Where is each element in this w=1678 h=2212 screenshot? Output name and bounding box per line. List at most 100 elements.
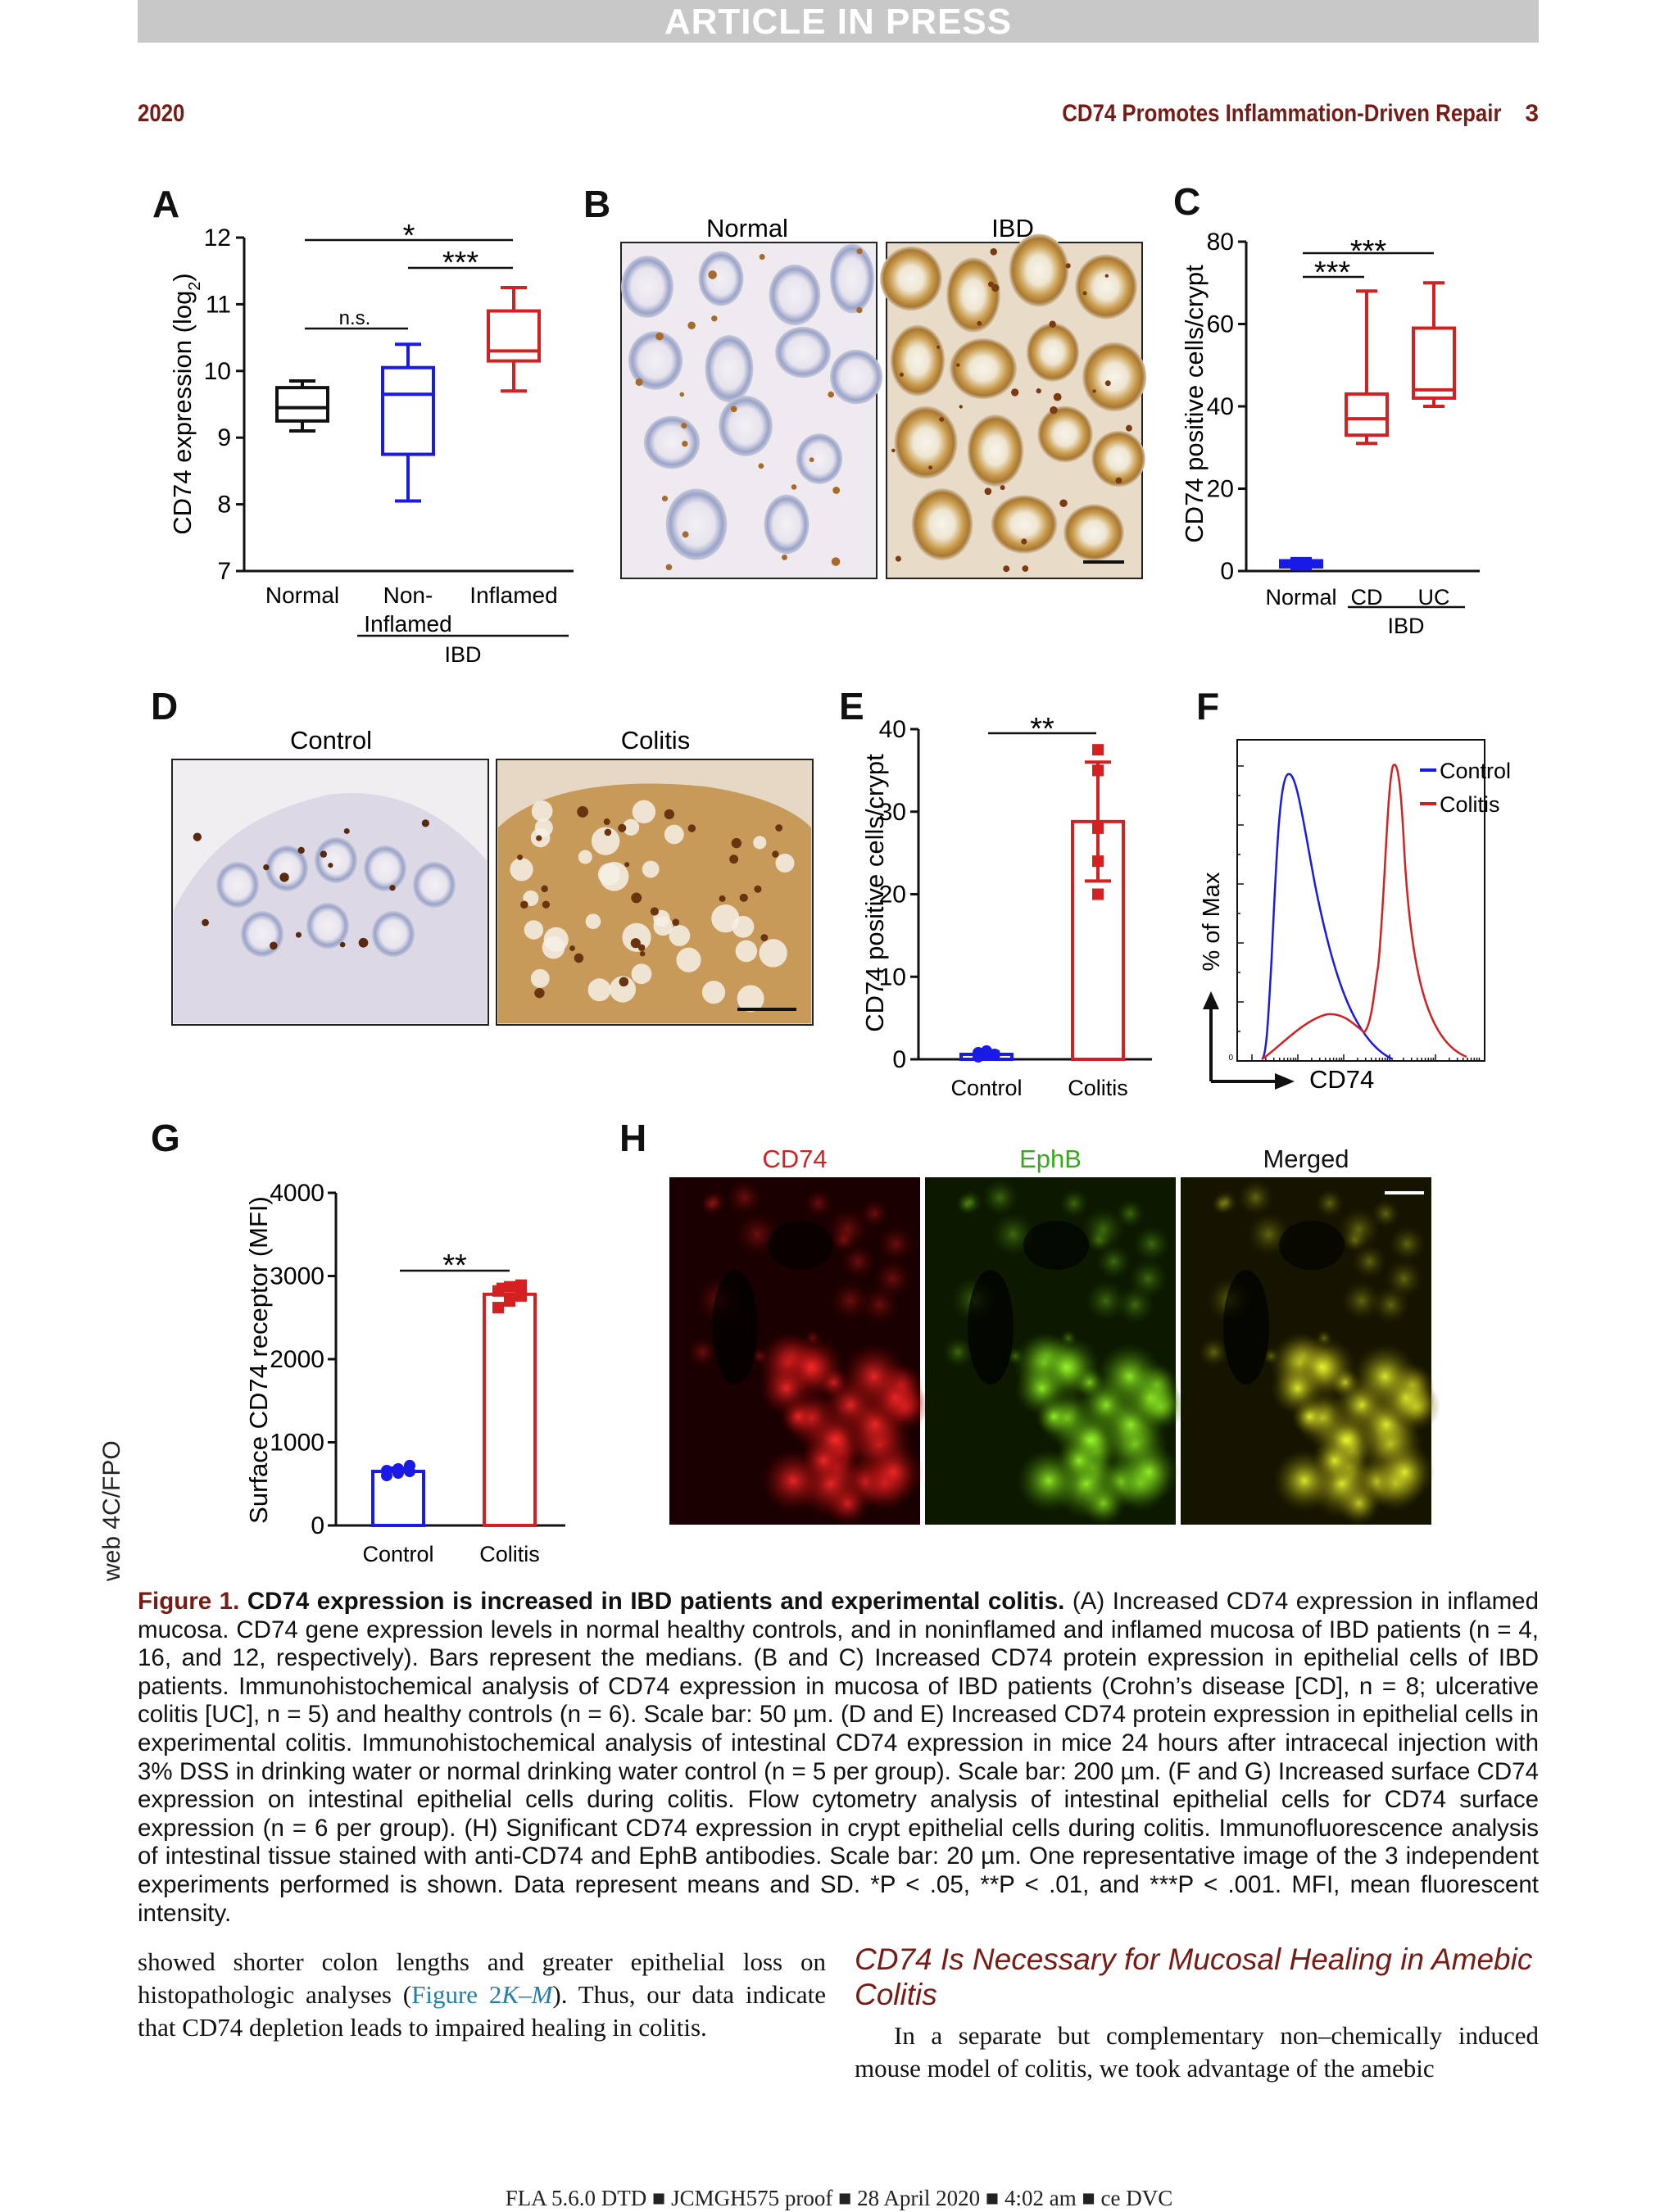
panel-a-sig-2: *** (442, 246, 479, 280)
panel-h-background-signal (1236, 1178, 1275, 1217)
panel-b-ibd-stain-dot (984, 487, 992, 496)
panel-d-control-stain-dot (320, 850, 328, 858)
panel-f-y-label: % of Max (1199, 872, 1225, 971)
panel-f-y-arrow-head (1203, 991, 1219, 1009)
panel-h-signal-blob (800, 1437, 846, 1484)
panel-b-normal-crypt (796, 433, 843, 484)
panel-b-ibd-stain-dot (928, 465, 933, 470)
panel-b-ibd-crypt (911, 488, 973, 560)
panel-h-background-signal (958, 1190, 983, 1215)
panel-h-background-signal (768, 1331, 816, 1380)
panel-d-colitis-goblet-cell (530, 968, 550, 988)
figure-2-link[interactable]: Figure 2K–M (411, 1980, 552, 2009)
panel-f-curve-control (1261, 773, 1394, 1061)
panel-b-ibd-stain-dot (1082, 291, 1087, 296)
panel-e-y-tick-label: 30 (879, 799, 906, 826)
panel-h-immunofluorescence: CD74 EphB Merged (669, 1145, 1441, 1525)
panel-d-control-crypt (216, 862, 259, 908)
panel-b-normal-stain-dot (758, 463, 764, 469)
panel-h-background-signal (1388, 1225, 1426, 1263)
panel-b-normal-stain-dot (682, 531, 689, 538)
panel-e-y-label: CD74 positive cells/crypt (860, 754, 889, 1032)
panel-h-cd74-image (669, 1177, 930, 1525)
panel-e-point (1092, 888, 1104, 900)
panel-b-normal-crypt (643, 415, 701, 469)
caption-body: (A) Increased CD74 expression in inflame… (138, 1588, 1539, 1927)
panel-g-sig: ** (442, 1249, 467, 1283)
panel-f-x-label: CD74 (1309, 1065, 1374, 1094)
panel-a-y-label: CD74 expression (log2) (168, 273, 204, 535)
panel-h-background-signal (1059, 1329, 1077, 1347)
panel-d-colitis-goblet-cell (759, 939, 787, 968)
panel-b-normal-stain-dot (791, 484, 797, 490)
panel-f-legend-control: Control (1440, 759, 1511, 783)
panel-b-ibd-stain-dot (1125, 424, 1132, 432)
panel-h-lumen (1023, 1221, 1089, 1270)
panel-h-background-signal (981, 1178, 1019, 1217)
panel-c-x-label: UC (1418, 585, 1450, 610)
panel-a-y-tick-label: 7 (217, 558, 231, 585)
panel-b-ibd-stain-dot (891, 448, 896, 453)
panel-h-background-signal (1127, 1258, 1169, 1299)
panel-b-ibd-stain-dot (991, 283, 1000, 292)
panel-c-sig-1: *** (1350, 234, 1387, 269)
panel-c-y-tick-label: 80 (1207, 229, 1234, 256)
panel-e-point (981, 1045, 992, 1057)
panel-f-chart: 0 Control Colitis CD74 % of Max (1199, 739, 1511, 1094)
panel-b-ibd-stain-dot (1003, 565, 1010, 573)
panel-e-x-label: Colitis (1068, 1076, 1128, 1100)
panel-a-box (381, 365, 435, 456)
panel-b-ibd-stain-dot (959, 405, 963, 409)
panel-d-colitis-stain-dot (603, 818, 610, 826)
panel-a-box (487, 309, 541, 363)
panel-d-colitis-stain-dot (631, 892, 642, 904)
panel-e-point (1092, 764, 1104, 777)
panel-d-control-stain-dot (202, 918, 209, 927)
body-left-text-1: showed shorter colon lengths and greater… (138, 1947, 826, 2009)
panel-a-box (275, 386, 329, 423)
panel-b-normal-crypt (705, 335, 754, 402)
panel-b-ibd-crypt (950, 338, 1017, 400)
panel-d-colitis-stain-dot (664, 809, 674, 819)
panel-b-normal-stain-dot (759, 254, 765, 260)
panel-d-colitis-goblet-cell (676, 947, 701, 972)
page-number: 3 (1525, 100, 1539, 127)
panel-b-ibd-crypt (1063, 504, 1124, 561)
panel-e-y-tick-label: 10 (879, 963, 906, 990)
panel-d-colitis-stain-dot (574, 953, 584, 963)
panel-d-control-stain-dot (339, 941, 346, 948)
panel-h-lumen (1223, 1270, 1269, 1385)
panel-h-background-signal (1198, 1336, 1230, 1368)
panel-d-colitis-goblet-cell (711, 904, 740, 933)
panel-h-signal-blob (1118, 1441, 1180, 1503)
panel-d-control-crypt (364, 845, 406, 891)
panel-b-ibd-stain-dot (1059, 499, 1068, 507)
panel-d-control-stain-dot (263, 863, 270, 871)
panel-g-bar (483, 1292, 537, 1527)
panel-d-colitis-stain-dot (534, 987, 545, 999)
panel-d-colitis-stain-dot (624, 862, 630, 868)
panel-f-y-tick-zero: 0 (1228, 1054, 1233, 1063)
panel-a-y-tick-label: 10 (204, 358, 231, 385)
panel-b-normal-stain-dot (711, 315, 718, 322)
panel-d-control-stain-dot (295, 931, 302, 938)
panel-d-control-crypt (413, 862, 456, 908)
panel-b-normal-crypt (698, 251, 744, 306)
panel-b-micrographs: Normal IBD (620, 214, 1147, 579)
panel-h-background-signal (1095, 1243, 1132, 1280)
panel-h-signal-blob (863, 1441, 924, 1503)
panel-b-normal-stain-dot (681, 423, 687, 429)
panel-h-label-merged: Merged (1263, 1145, 1349, 1173)
panel-h-background-signal (1081, 1207, 1126, 1252)
panel-d-colitis-goblet-cell (669, 925, 691, 946)
panel-d-control-stain-dot (358, 937, 369, 948)
panel-b-normal-stain-dot (856, 306, 863, 314)
panel-b-ibd-crypt (1037, 406, 1093, 463)
panel-d-colitis-stain-dot (637, 944, 646, 952)
panel-h-signal-blob (1311, 1437, 1358, 1484)
panel-a-y-tick-label: 11 (206, 291, 231, 318)
panel-a-y-tick-label: 9 (217, 424, 231, 451)
panel-d-control-crypt (265, 845, 308, 891)
panel-d-control-stain-dot (343, 827, 350, 834)
panel-b-ibd-stain-dot (937, 345, 941, 349)
